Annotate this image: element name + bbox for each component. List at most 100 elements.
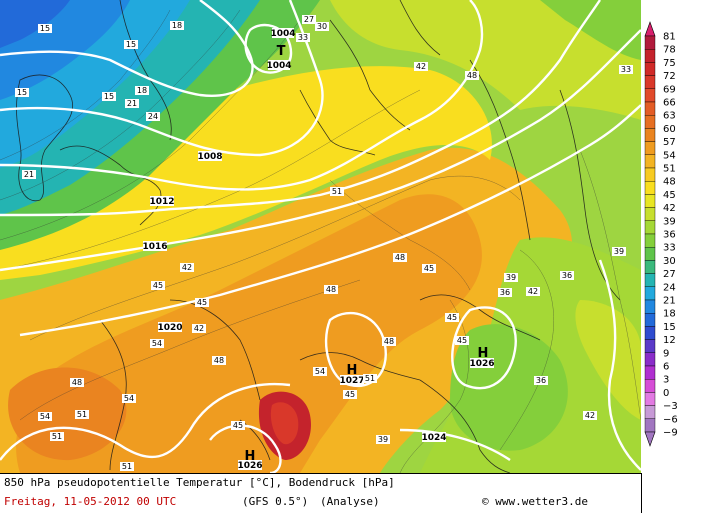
svg-text:51: 51	[52, 432, 62, 441]
legend-label: −3	[663, 401, 678, 412]
isobar-label: 1026	[237, 460, 263, 471]
legend-swatch	[644, 75, 656, 89]
weather-map: 1004 1004 1008 1012 1016 1020 1024 1026 …	[0, 0, 642, 474]
svg-text:15: 15	[126, 40, 136, 49]
legend-label: 39	[663, 216, 676, 227]
isobar-label: 1020	[157, 322, 183, 333]
legend-swatch	[644, 273, 656, 288]
valid-date: Freitag, 11-05-2012 00 UTC	[4, 495, 177, 508]
temp-label: 48	[465, 71, 479, 80]
legend-swatch	[644, 62, 656, 76]
legend-swatch	[644, 233, 656, 248]
legend-label: 54	[663, 150, 676, 161]
svg-text:1024: 1024	[421, 433, 446, 443]
legend-swatch	[644, 114, 656, 129]
temp-label: 48	[212, 356, 226, 365]
legend-arrow-top	[644, 21, 656, 37]
isobar-label: 1008	[197, 151, 223, 162]
legend-swatch	[644, 246, 656, 261]
svg-text:1016: 1016	[142, 242, 167, 252]
legend-label: −9	[663, 428, 678, 439]
legend-swatch	[644, 365, 656, 380]
temp-label: 33	[619, 65, 633, 74]
svg-text:51: 51	[77, 410, 87, 419]
svg-text:1027: 1027	[339, 376, 364, 386]
temp-label: 54	[150, 339, 164, 348]
svg-text:39: 39	[378, 435, 388, 444]
legend-label: 36	[663, 230, 676, 241]
temp-label: 54	[38, 412, 52, 421]
legend-label: 81	[663, 32, 676, 43]
map-title: 850 hPa pseudopotentielle Temperatur [°C…	[4, 476, 395, 489]
legend-label: 42	[663, 203, 676, 214]
legend-swatch	[644, 352, 656, 367]
credit-link[interactable]: © www.wetter3.de	[482, 495, 588, 508]
legend-label: 57	[663, 137, 676, 148]
temp-label: 54	[313, 367, 327, 376]
legend-swatch	[644, 49, 656, 63]
temp-label: 51	[120, 462, 134, 471]
svg-text:48: 48	[214, 356, 224, 365]
svg-text:1008: 1008	[197, 152, 222, 162]
svg-text:36: 36	[536, 376, 546, 385]
svg-text:39: 39	[614, 247, 624, 256]
legend-label: 66	[663, 98, 676, 109]
temp-label: 45	[231, 421, 245, 430]
temp-label: 51	[50, 432, 64, 441]
svg-text:48: 48	[467, 71, 477, 80]
svg-text:51: 51	[332, 187, 342, 196]
legend-swatch	[644, 326, 656, 340]
temp-label: 48	[382, 337, 396, 346]
svg-text:24: 24	[148, 112, 158, 121]
temp-label: 15	[38, 24, 52, 33]
temp-label: 48	[324, 285, 338, 294]
legend-label: 30	[663, 256, 676, 267]
svg-text:42: 42	[585, 411, 595, 420]
legend-swatch	[644, 299, 656, 314]
high-pressure-marker: H	[245, 449, 256, 464]
legend-label: 69	[663, 84, 676, 95]
temp-label: 30	[315, 22, 329, 31]
high-pressure-marker: H	[347, 363, 358, 378]
svg-text:1004: 1004	[266, 61, 291, 71]
svg-text:48: 48	[72, 378, 82, 387]
legend-swatch	[644, 180, 656, 195]
footer: 850 hPa pseudopotentielle Temperatur [°C…	[0, 473, 642, 513]
temp-label: 15	[124, 40, 138, 49]
legend-label: 12	[663, 335, 676, 346]
svg-text:36: 36	[562, 271, 572, 280]
legend-swatch	[644, 220, 656, 235]
legend-label: 60	[663, 124, 676, 135]
legend-arrow-bottom	[644, 431, 656, 447]
svg-text:36: 36	[500, 288, 510, 297]
model-name: (GFS 0.5°)	[242, 495, 309, 508]
svg-text:33: 33	[621, 65, 631, 74]
legend-label: 15	[663, 322, 676, 333]
svg-text:51: 51	[365, 374, 375, 383]
svg-text:48: 48	[326, 285, 336, 294]
isobar-label: 1027	[339, 375, 365, 386]
svg-text:39: 39	[506, 273, 516, 282]
legend-swatch	[644, 167, 656, 182]
svg-text:15: 15	[104, 92, 114, 101]
svg-text:45: 45	[424, 264, 434, 273]
temp-label: 45	[343, 390, 357, 399]
svg-text:54: 54	[315, 367, 325, 376]
svg-text:27: 27	[304, 15, 314, 24]
temp-label: 42	[583, 411, 597, 420]
legend-label: −6	[663, 414, 678, 425]
temp-label: 45	[422, 264, 436, 273]
legend-label: 48	[663, 177, 676, 188]
legend-label: 21	[663, 296, 676, 307]
temp-label: 54	[122, 394, 136, 403]
svg-text:45: 45	[153, 281, 163, 290]
legend-swatch	[644, 392, 656, 406]
temp-label: 39	[376, 435, 390, 444]
temp-label: 18	[170, 21, 184, 30]
legend-swatch	[644, 35, 656, 50]
run-type: (Analyse)	[320, 495, 380, 508]
legend-label: 24	[663, 282, 676, 293]
isobar-label: 1004	[270, 28, 296, 39]
svg-text:21: 21	[24, 170, 34, 179]
legend-swatch	[644, 313, 656, 327]
